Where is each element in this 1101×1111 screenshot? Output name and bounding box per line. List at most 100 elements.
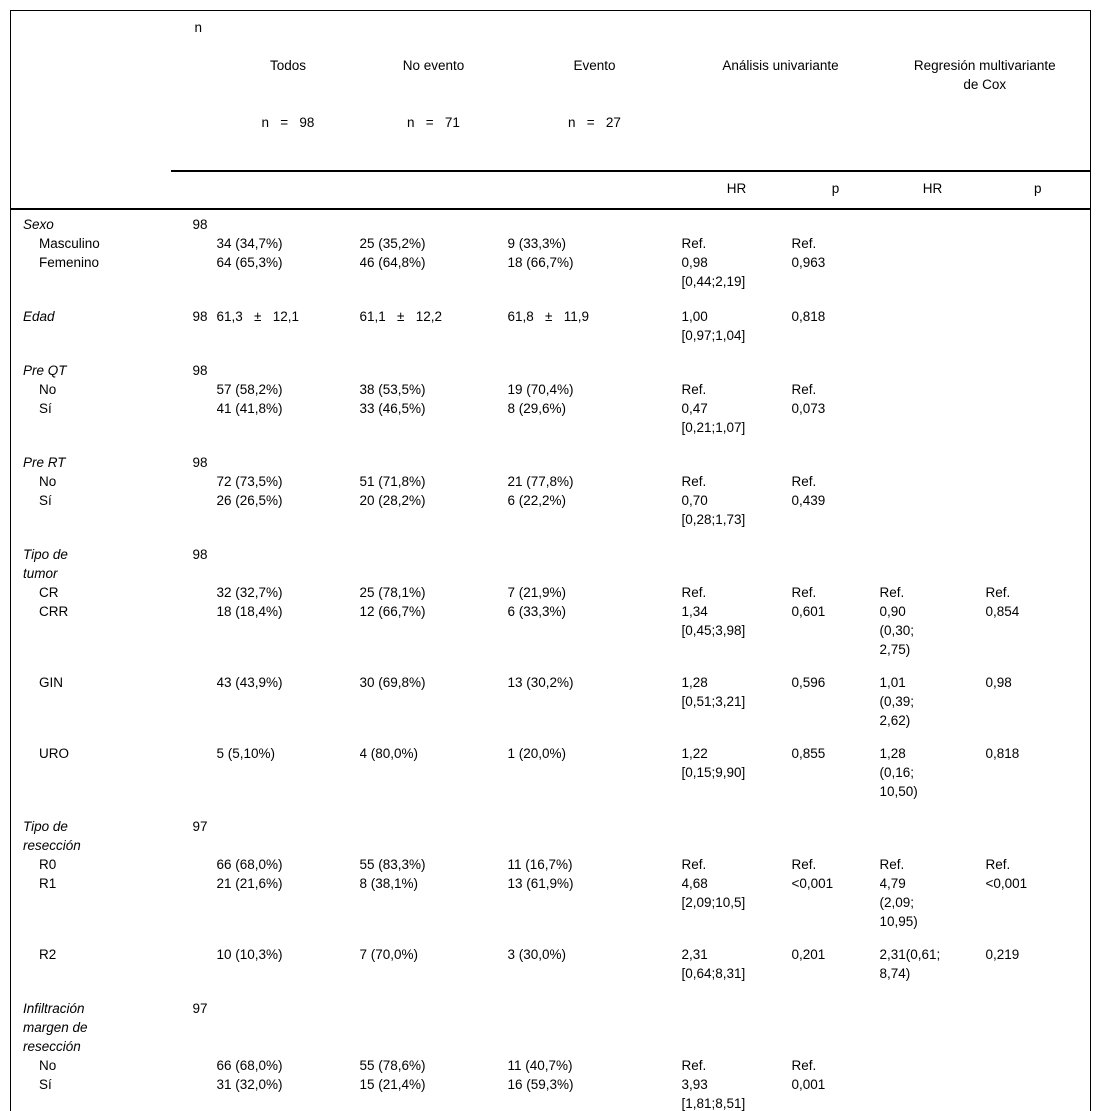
cell-todos bbox=[217, 983, 360, 1056]
cell-todos: 66 (68,0%) bbox=[216, 857, 283, 872]
cell-todos bbox=[217, 209, 360, 234]
cell-hr-univariate: 3,93 [1,81;8,51] bbox=[681, 1077, 746, 1111]
cell-no-evento bbox=[360, 983, 508, 1056]
cell-evento: 11 (16,7%) bbox=[507, 857, 573, 872]
table-row: GIN 43 (43,9%) 30 (69,8%) 13 (30,2%) 1,28 [0… bbox=[11, 673, 1091, 744]
cell-p-univariate: Ref. bbox=[791, 585, 817, 600]
cell-n bbox=[171, 1056, 217, 1075]
cell-n: 98 bbox=[192, 217, 208, 232]
cell-n: 97 bbox=[192, 1001, 208, 1016]
cell-p-univariate: Ref. bbox=[791, 382, 817, 397]
row-label: GIN bbox=[39, 675, 64, 690]
cell-hr-univariate bbox=[682, 209, 792, 234]
row-label: Tipo de resección bbox=[23, 819, 81, 853]
cell-no-evento bbox=[360, 209, 508, 234]
cell-no-evento: 55 (78,6%) bbox=[359, 1058, 426, 1073]
cell-no-evento: 33 (46,5%) bbox=[359, 401, 426, 416]
cell-evento: 11 (40,7%) bbox=[507, 1058, 573, 1073]
table-row: R1 21 (21,6%) 8 (38,1%) 13 (61,9%) 4,68 [2,0… bbox=[11, 874, 1091, 945]
cell-hr-multivariate bbox=[880, 234, 986, 253]
subheader-p-univariate: p bbox=[791, 171, 880, 210]
cell-evento bbox=[508, 529, 682, 583]
cox-regression-table: n Todos n = 98 No evento n = 71 Evento n… bbox=[10, 10, 1092, 1111]
table-row: Masculino 34 (34,7%) 25 (35,2%) 9 (33,3%) Re… bbox=[11, 234, 1091, 253]
cell-todos: 32 (32,7%) bbox=[216, 585, 283, 600]
header-row-groups: n Todos n = 98 No evento n = 71 Evento n… bbox=[11, 10, 1091, 172]
cell-no-evento: 12 (66,7%) bbox=[359, 604, 426, 619]
cell-evento: 9 (33,3%) bbox=[507, 236, 567, 251]
cell-evento: 13 (61,9%) bbox=[507, 876, 574, 891]
table-row: CR 32 (32,7%) 25 (78,1%) 7 (21,9%) Ref. Ref. R… bbox=[11, 583, 1091, 602]
table-row: No 72 (73,5%) 51 (71,8%) 21 (77,8%) Ref. Ref. bbox=[11, 472, 1091, 491]
cell-todos bbox=[217, 801, 360, 855]
header-evento: Evento n = 27 bbox=[507, 10, 682, 172]
cell-hr-univariate bbox=[682, 983, 792, 1056]
row-label: CR bbox=[39, 585, 59, 600]
table-row: Sí 26 (26,5%) 20 (28,2%) 6 (22,2%) 0,70 [0,2… bbox=[11, 491, 1091, 529]
cell-p-univariate: 0,601 bbox=[791, 604, 826, 619]
cell-hr-multivariate bbox=[880, 491, 986, 529]
cell-evento: 61,8 ± 11,9 bbox=[507, 309, 589, 324]
row-label: No bbox=[39, 474, 57, 489]
table-row: R0 66 (68,0%) 55 (83,3%) 11 (16,7%) Ref. Ref.… bbox=[11, 855, 1091, 874]
header-regresion-multivariante-title: Regresión multivariante de Cox bbox=[913, 58, 1056, 92]
cell-hr-univariate bbox=[682, 437, 792, 472]
cell-no-evento: 8 (38,1%) bbox=[359, 876, 419, 891]
cell-p-multivariate bbox=[986, 983, 1091, 1056]
table-row: CRR 18 (18,4%) 12 (66,7%) 6 (33,3%) 1,34 [0,… bbox=[11, 602, 1091, 673]
cell-p-multivariate: 0,818 bbox=[985, 746, 1020, 761]
cell-hr-multivariate: 1,28 (0,16; 10,50) bbox=[879, 746, 918, 799]
row-label: URO bbox=[39, 746, 69, 761]
cell-todos: 10 (10,3%) bbox=[216, 947, 283, 962]
cell-no-evento: 25 (35,2%) bbox=[359, 236, 426, 251]
cell-p-univariate bbox=[792, 209, 880, 234]
cell-todos bbox=[217, 437, 360, 472]
cell-no-evento: 46 (64,8%) bbox=[359, 255, 426, 270]
table-row: URO 5 (5,10%) 4 (80,0%) 1 (20,0%) 1,22 [0,15… bbox=[11, 744, 1091, 801]
cell-p-univariate bbox=[792, 801, 880, 855]
cell-p-univariate: 0,855 bbox=[791, 746, 826, 761]
cell-hr-multivariate bbox=[880, 472, 986, 491]
header-no-evento-sub: n = 71 bbox=[407, 115, 460, 130]
row-label: Sí bbox=[39, 493, 52, 508]
cell-p-univariate bbox=[792, 345, 880, 380]
cell-hr-multivariate bbox=[880, 983, 986, 1056]
cell-p-univariate: 0,963 bbox=[791, 255, 826, 270]
cell-hr-univariate: 1,22 [0,15;9,90] bbox=[681, 746, 746, 780]
cell-todos: 66 (68,0%) bbox=[216, 1058, 283, 1073]
cell-todos: 18 (18,4%) bbox=[216, 604, 283, 619]
subheader-spacer bbox=[359, 171, 508, 210]
cell-evento: 13 (30,2%) bbox=[507, 675, 574, 690]
row-label: Sí bbox=[39, 401, 52, 416]
table-row: Sexo 98 bbox=[11, 209, 1091, 234]
table-row: Femenino 64 (65,3%) 46 (64,8%) 18 (66,7%) 0,… bbox=[11, 253, 1091, 291]
cell-p-multivariate: <0,001 bbox=[985, 876, 1028, 891]
row-label: CRR bbox=[39, 604, 69, 619]
cell-p-univariate bbox=[792, 437, 880, 472]
table-row: Sí 31 (32,0%) 15 (21,4%) 16 (59,3%) 3,93 [1,… bbox=[11, 1075, 1091, 1111]
cell-n bbox=[171, 602, 217, 673]
cell-n bbox=[171, 744, 217, 801]
cell-p-multivariate bbox=[986, 399, 1091, 437]
table-row: Tipo de resección 97 bbox=[11, 801, 1091, 855]
header-no-evento: No evento n = 71 bbox=[359, 10, 508, 172]
row-label: R0 bbox=[39, 857, 57, 872]
cell-p-univariate: Ref. bbox=[791, 857, 817, 872]
header-analisis-univariante: Análisis univariante bbox=[681, 10, 880, 172]
cell-todos: 31 (32,0%) bbox=[216, 1077, 283, 1092]
row-label: Edad bbox=[23, 309, 55, 324]
cell-n bbox=[171, 234, 217, 253]
cell-n bbox=[171, 945, 217, 983]
cell-no-evento: 20 (28,2%) bbox=[359, 493, 426, 508]
table-body: Sexo 98 Masculino 34 (34,7%) 25 (35,2%) 9 (33… bbox=[11, 209, 1091, 1111]
cell-hr-multivariate bbox=[880, 529, 986, 583]
cell-p-multivariate: Ref. bbox=[985, 857, 1011, 872]
cell-n bbox=[171, 380, 217, 399]
cell-n bbox=[171, 874, 217, 945]
cell-p-multivariate bbox=[986, 253, 1091, 291]
table-row: Pre RT 98 bbox=[11, 437, 1091, 472]
cell-p-multivariate bbox=[986, 491, 1091, 529]
cell-p-univariate: Ref. bbox=[791, 474, 817, 489]
cell-evento: 6 (22,2%) bbox=[507, 493, 567, 508]
